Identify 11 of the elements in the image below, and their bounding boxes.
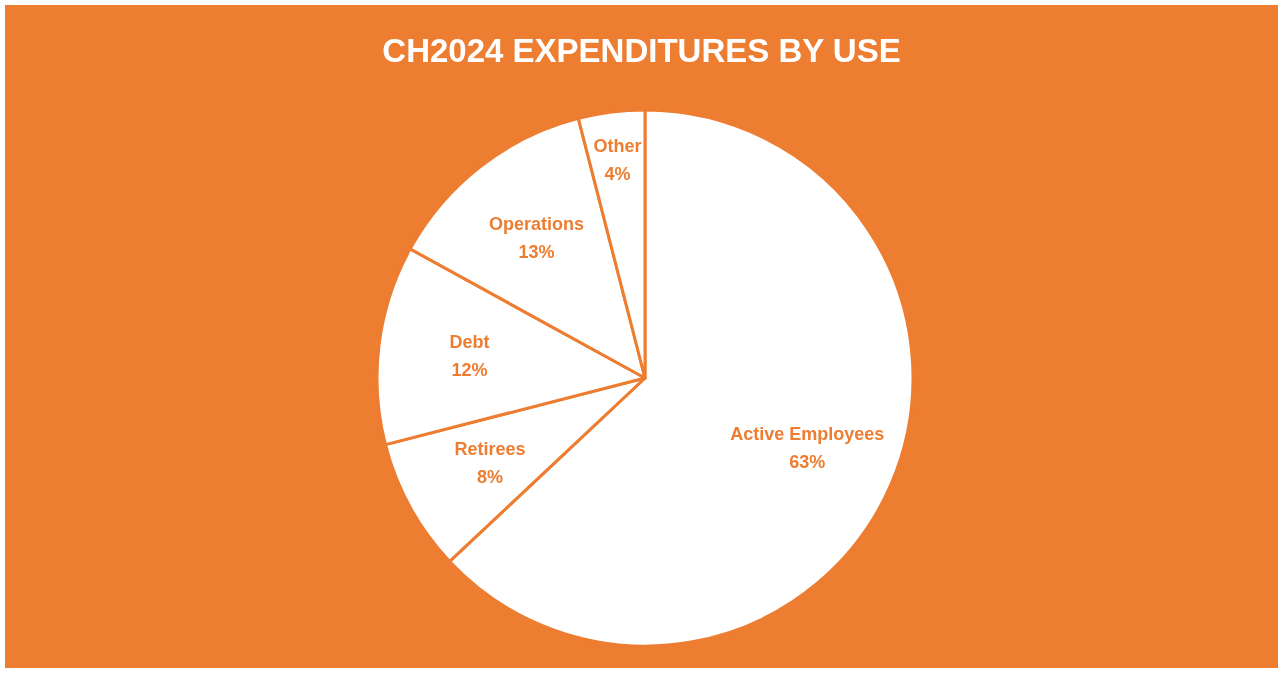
slice-label: Other [593,135,642,156]
data-label: 63% [789,452,826,473]
data-label: 8% [476,467,504,488]
data-label: 13% [518,242,555,263]
slice-label: Retirees [454,439,526,460]
slice-label: Operations [489,214,585,235]
data-label: 4% [604,163,631,184]
slice-label: Active Employees [730,424,885,445]
slice-label: Debt [449,331,490,352]
chart-title: CH2024 EXPENDITURES BY USE [382,32,901,69]
data-label: 12% [451,359,488,380]
